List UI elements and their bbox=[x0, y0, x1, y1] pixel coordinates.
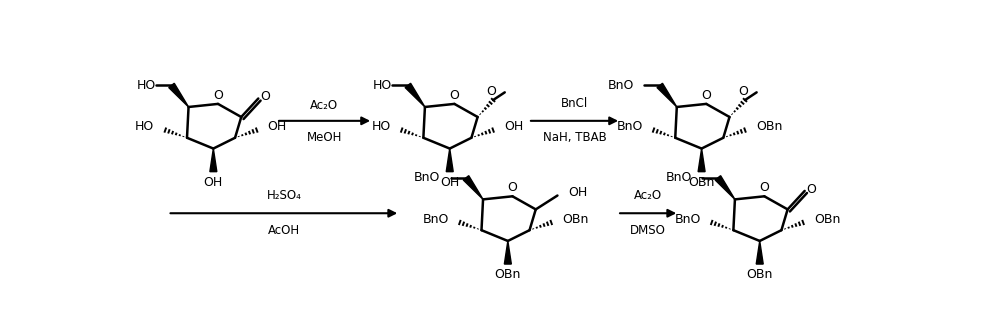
Text: O: O bbox=[701, 89, 711, 102]
Text: OBn: OBn bbox=[495, 268, 521, 281]
Text: OBn: OBn bbox=[814, 213, 840, 226]
Text: HO: HO bbox=[136, 79, 156, 92]
Text: O: O bbox=[260, 90, 270, 104]
Text: OBn: OBn bbox=[688, 176, 715, 189]
Text: O: O bbox=[807, 183, 817, 196]
Polygon shape bbox=[756, 241, 763, 264]
Text: O: O bbox=[759, 181, 769, 194]
Text: BnO: BnO bbox=[616, 121, 643, 133]
Text: Ac₂O: Ac₂O bbox=[634, 189, 662, 202]
Text: HO: HO bbox=[372, 121, 391, 133]
Polygon shape bbox=[657, 83, 677, 107]
Text: OH: OH bbox=[268, 121, 287, 133]
Polygon shape bbox=[210, 149, 217, 172]
Text: MeOH: MeOH bbox=[306, 131, 342, 144]
Text: OH: OH bbox=[504, 121, 523, 133]
Text: BnO: BnO bbox=[423, 213, 449, 226]
Text: O: O bbox=[449, 89, 459, 102]
Text: BnO: BnO bbox=[608, 79, 634, 92]
Text: NaH, TBAB: NaH, TBAB bbox=[543, 131, 606, 144]
Text: HO: HO bbox=[135, 121, 154, 133]
Text: DMSO: DMSO bbox=[630, 224, 666, 237]
Text: OBn: OBn bbox=[747, 268, 773, 281]
Text: O: O bbox=[739, 85, 748, 98]
Text: OBn: OBn bbox=[756, 121, 782, 133]
Text: BnO: BnO bbox=[414, 171, 440, 184]
Text: OH: OH bbox=[204, 176, 223, 189]
Text: OBn: OBn bbox=[562, 213, 588, 226]
Text: BnO: BnO bbox=[666, 171, 692, 184]
Text: Ac₂O: Ac₂O bbox=[310, 99, 338, 112]
Polygon shape bbox=[446, 149, 453, 172]
Text: BnCl: BnCl bbox=[561, 97, 588, 111]
Text: AcOH: AcOH bbox=[268, 224, 300, 237]
Text: O: O bbox=[487, 85, 497, 98]
Polygon shape bbox=[504, 241, 511, 264]
Text: BnO: BnO bbox=[674, 213, 701, 226]
Polygon shape bbox=[405, 83, 425, 107]
Text: OH: OH bbox=[568, 186, 588, 199]
Text: H₂SO₄: H₂SO₄ bbox=[266, 189, 301, 202]
Text: O: O bbox=[213, 89, 223, 102]
Text: O: O bbox=[508, 181, 517, 194]
Polygon shape bbox=[463, 176, 483, 199]
Text: HO: HO bbox=[373, 79, 392, 92]
Polygon shape bbox=[715, 176, 735, 199]
Text: OH: OH bbox=[440, 176, 459, 189]
Polygon shape bbox=[169, 83, 189, 107]
Polygon shape bbox=[698, 149, 705, 172]
